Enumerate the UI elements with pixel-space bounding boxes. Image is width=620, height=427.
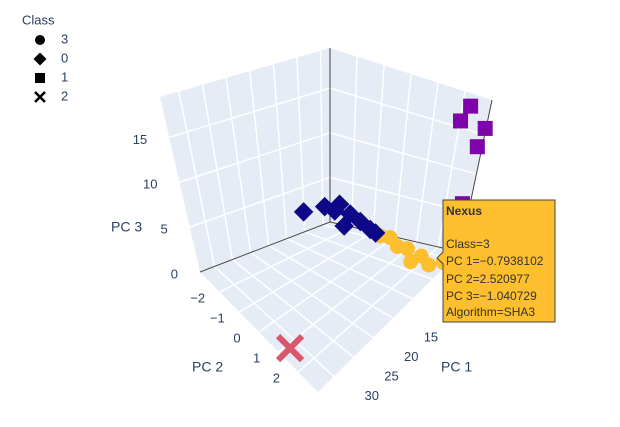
grid-line xyxy=(350,56,358,228)
grid-line xyxy=(169,87,331,139)
grid-line xyxy=(372,65,385,233)
z-tick-label: 0 xyxy=(171,266,178,281)
marker xyxy=(399,241,415,257)
z-axis-title: PC 3 xyxy=(111,219,142,235)
grid-line xyxy=(189,176,331,228)
y-tick-label: 0 xyxy=(233,330,240,345)
grid-line xyxy=(258,236,396,333)
marker xyxy=(334,216,354,236)
marker xyxy=(365,223,386,243)
grid-line xyxy=(201,84,234,260)
hover-line: PC 1=−0.7938102 xyxy=(446,254,544,268)
grid-line xyxy=(225,77,252,253)
y-tick-label: 2 xyxy=(273,370,280,385)
hover-line: Algorithm=SHA3 xyxy=(446,305,535,319)
z-tick-label: 10 xyxy=(143,177,157,192)
grid-line xyxy=(248,71,270,246)
legend: Class 3 0 1 2 xyxy=(22,12,68,103)
y-tick-label: −2 xyxy=(190,290,205,305)
marker xyxy=(421,257,437,273)
grid-line xyxy=(319,50,324,225)
grid-line xyxy=(219,226,352,293)
grid-line xyxy=(238,231,374,313)
x-tick-label: 20 xyxy=(404,349,418,364)
marker xyxy=(463,98,479,114)
hover-label: Nexus Class=3 PC 1=−0.7938102 PC 2=2.520… xyxy=(436,199,556,323)
marker xyxy=(469,139,485,155)
grid-line xyxy=(278,241,418,353)
y-tick-label: −1 xyxy=(210,310,225,325)
marker xyxy=(477,120,493,136)
z-tick-label: 15 xyxy=(133,132,147,147)
legend-symbol xyxy=(35,73,45,83)
hover-box xyxy=(436,199,556,323)
grid-line xyxy=(272,64,288,239)
grid-line xyxy=(329,132,477,175)
x-tick-label: 30 xyxy=(365,388,379,403)
legend-symbol xyxy=(35,35,45,45)
axis-line xyxy=(199,221,331,273)
legend-title: Class xyxy=(22,12,55,27)
hover-line: PC 2=2.520977 xyxy=(446,272,530,286)
marker xyxy=(275,334,305,363)
marker xyxy=(293,202,314,222)
x-tick-label: 25 xyxy=(384,368,398,383)
hover-line: Class=3 xyxy=(446,237,490,251)
y-tick-label: 1 xyxy=(253,350,260,365)
legend-label: 1 xyxy=(61,69,68,84)
grid-line xyxy=(178,91,216,267)
grid-line xyxy=(415,82,439,243)
legend-label: 0 xyxy=(61,50,68,65)
legend-label: 2 xyxy=(61,88,68,103)
y-axis-title: PC 2 xyxy=(192,359,223,375)
grid-line xyxy=(394,73,412,238)
marker xyxy=(453,113,469,129)
grid-line xyxy=(179,132,331,183)
z-tick-label: 5 xyxy=(161,222,168,237)
x-axis-title: PC 1 xyxy=(441,359,472,375)
legend-symbol xyxy=(33,52,47,66)
marker xyxy=(329,194,350,214)
legend-label: 3 xyxy=(61,31,68,46)
x-tick-label: 15 xyxy=(424,330,438,345)
hover-title: Nexus xyxy=(446,204,482,218)
legend-symbol xyxy=(34,91,46,103)
hover-line: PC 3=−1.040729 xyxy=(446,289,537,303)
